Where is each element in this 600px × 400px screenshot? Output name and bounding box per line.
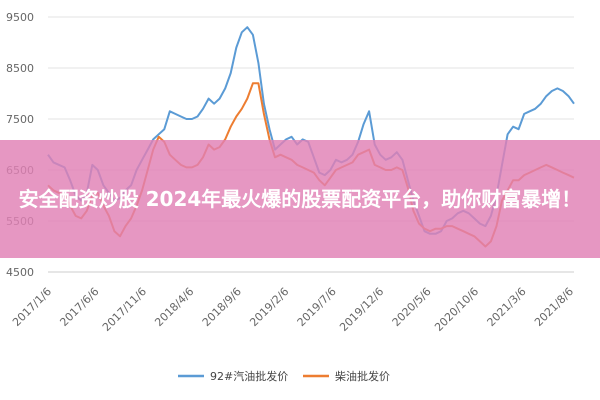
x-tick-label: 2020/5/6 <box>390 285 434 329</box>
x-tick-label: 2019/2/6 <box>247 285 291 329</box>
x-tick-label: 2019/12/6 <box>337 285 386 334</box>
x-tick-label: 2017/6/6 <box>57 285 101 329</box>
ad-banner-overlay[interactable]: 安全配资炒股 2024年最火爆的股票配资平台，助你财富暴增！ <box>0 140 600 258</box>
x-tick-label: 2020/10/6 <box>432 285 481 334</box>
y-tick-label: 9500 <box>6 11 34 24</box>
x-tick-label: 2021/8/6 <box>532 285 576 329</box>
y-tick-label: 4500 <box>6 266 34 279</box>
x-tick-label: 2019/7/6 <box>295 285 339 329</box>
x-tick-label: 2021/3/6 <box>485 285 529 329</box>
x-tick-label: 2018/4/6 <box>152 285 196 329</box>
y-tick-label: 7500 <box>6 113 34 126</box>
legend: 92#汽油批发价 柴油批发价 <box>178 369 390 383</box>
y-tick-label: 8500 <box>6 62 34 75</box>
x-tick-label: 2017/11/6 <box>100 285 149 334</box>
ad-banner-text: 安全配资炒股 2024年最火爆的股票配资平台，助你财富暴增！ <box>18 187 582 211</box>
legend-label-2: 柴油批发价 <box>335 369 390 383</box>
x-tick-label: 2017/1/6 <box>10 285 54 329</box>
legend-label-1: 92#汽油批发价 <box>210 369 288 383</box>
x-tick-label: 2018/9/6 <box>200 285 244 329</box>
